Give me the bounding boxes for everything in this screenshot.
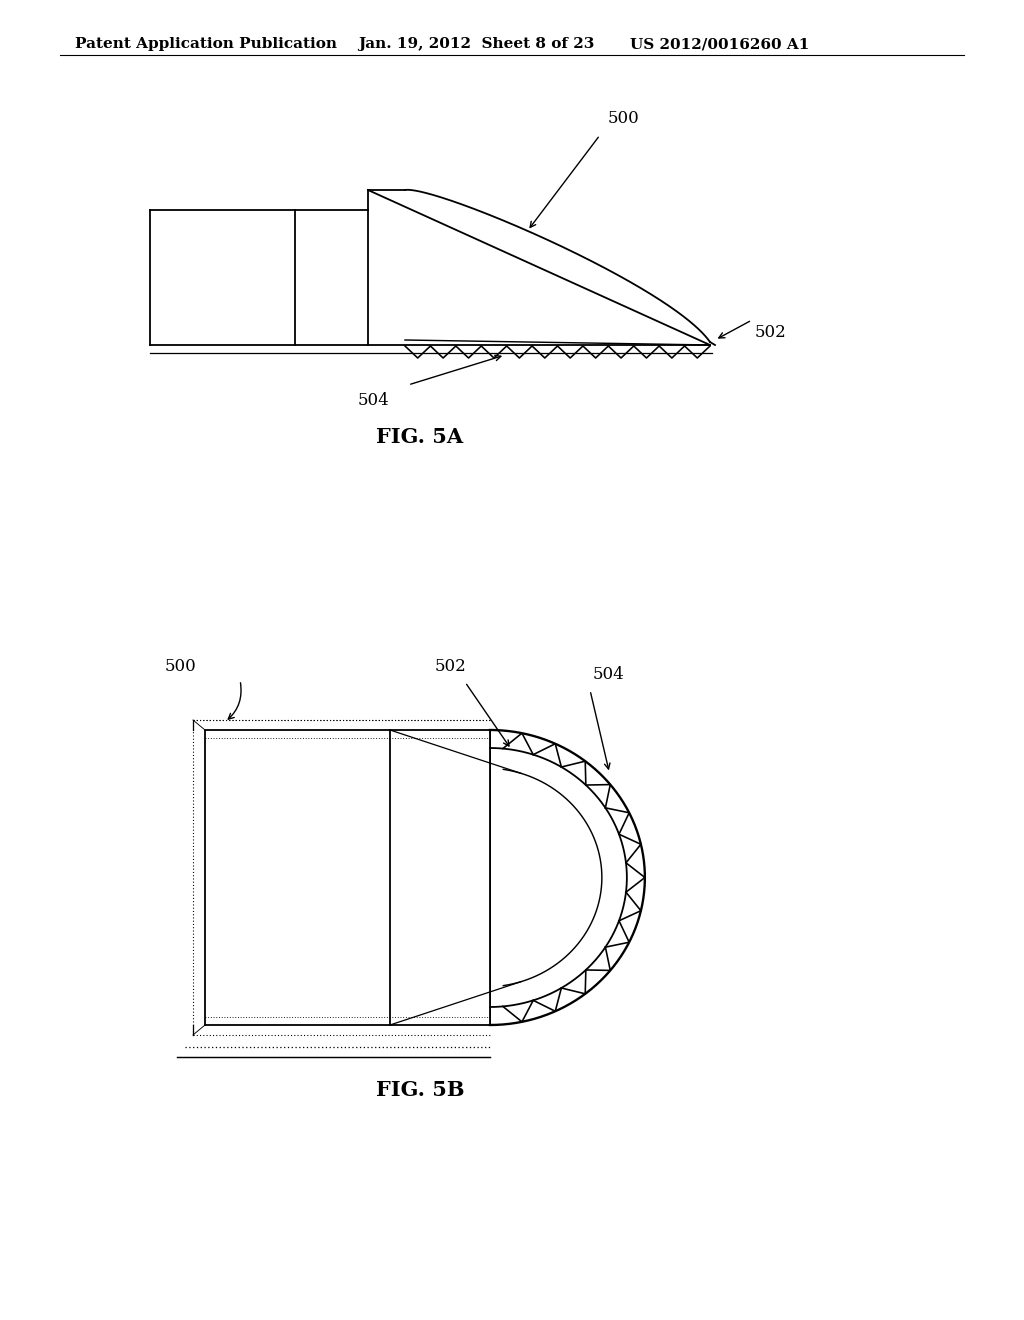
Text: 500: 500 [608, 110, 640, 127]
Text: 500: 500 [165, 657, 197, 675]
Text: Jan. 19, 2012  Sheet 8 of 23: Jan. 19, 2012 Sheet 8 of 23 [358, 37, 594, 51]
Text: Patent Application Publication: Patent Application Publication [75, 37, 337, 51]
Text: 504: 504 [593, 667, 625, 682]
Text: 502: 502 [435, 657, 467, 675]
Text: US 2012/0016260 A1: US 2012/0016260 A1 [630, 37, 809, 51]
Text: 502: 502 [755, 323, 786, 341]
Text: FIG. 5B: FIG. 5B [376, 1080, 464, 1100]
Text: 504: 504 [358, 392, 390, 409]
Text: FIG. 5A: FIG. 5A [377, 426, 464, 447]
